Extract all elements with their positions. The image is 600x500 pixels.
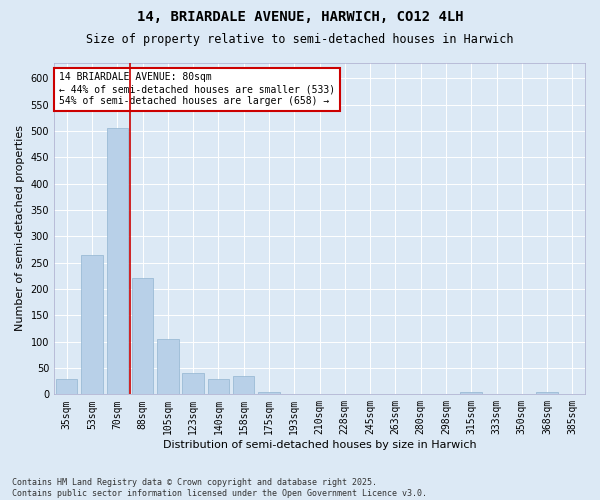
Bar	[182, 374, 204, 394]
Text: Contains HM Land Registry data © Crown copyright and database right 2025.
Contai: Contains HM Land Registry data © Crown c…	[12, 478, 427, 498]
Bar	[81, 255, 103, 394]
Bar	[258, 392, 280, 394]
Text: Size of property relative to semi-detached houses in Harwich: Size of property relative to semi-detach…	[86, 32, 514, 46]
Bar	[107, 128, 128, 394]
Text: 14, BRIARDALE AVENUE, HARWICH, CO12 4LH: 14, BRIARDALE AVENUE, HARWICH, CO12 4LH	[137, 10, 463, 24]
Y-axis label: Number of semi-detached properties: Number of semi-detached properties	[15, 126, 25, 332]
Bar	[536, 392, 558, 394]
Bar	[132, 278, 153, 394]
Bar	[460, 392, 482, 394]
Bar	[157, 339, 179, 394]
Bar	[208, 378, 229, 394]
Bar	[56, 378, 77, 394]
Bar	[233, 376, 254, 394]
Text: 14 BRIARDALE AVENUE: 80sqm
← 44% of semi-detached houses are smaller (533)
54% o: 14 BRIARDALE AVENUE: 80sqm ← 44% of semi…	[59, 72, 335, 106]
X-axis label: Distribution of semi-detached houses by size in Harwich: Distribution of semi-detached houses by …	[163, 440, 476, 450]
